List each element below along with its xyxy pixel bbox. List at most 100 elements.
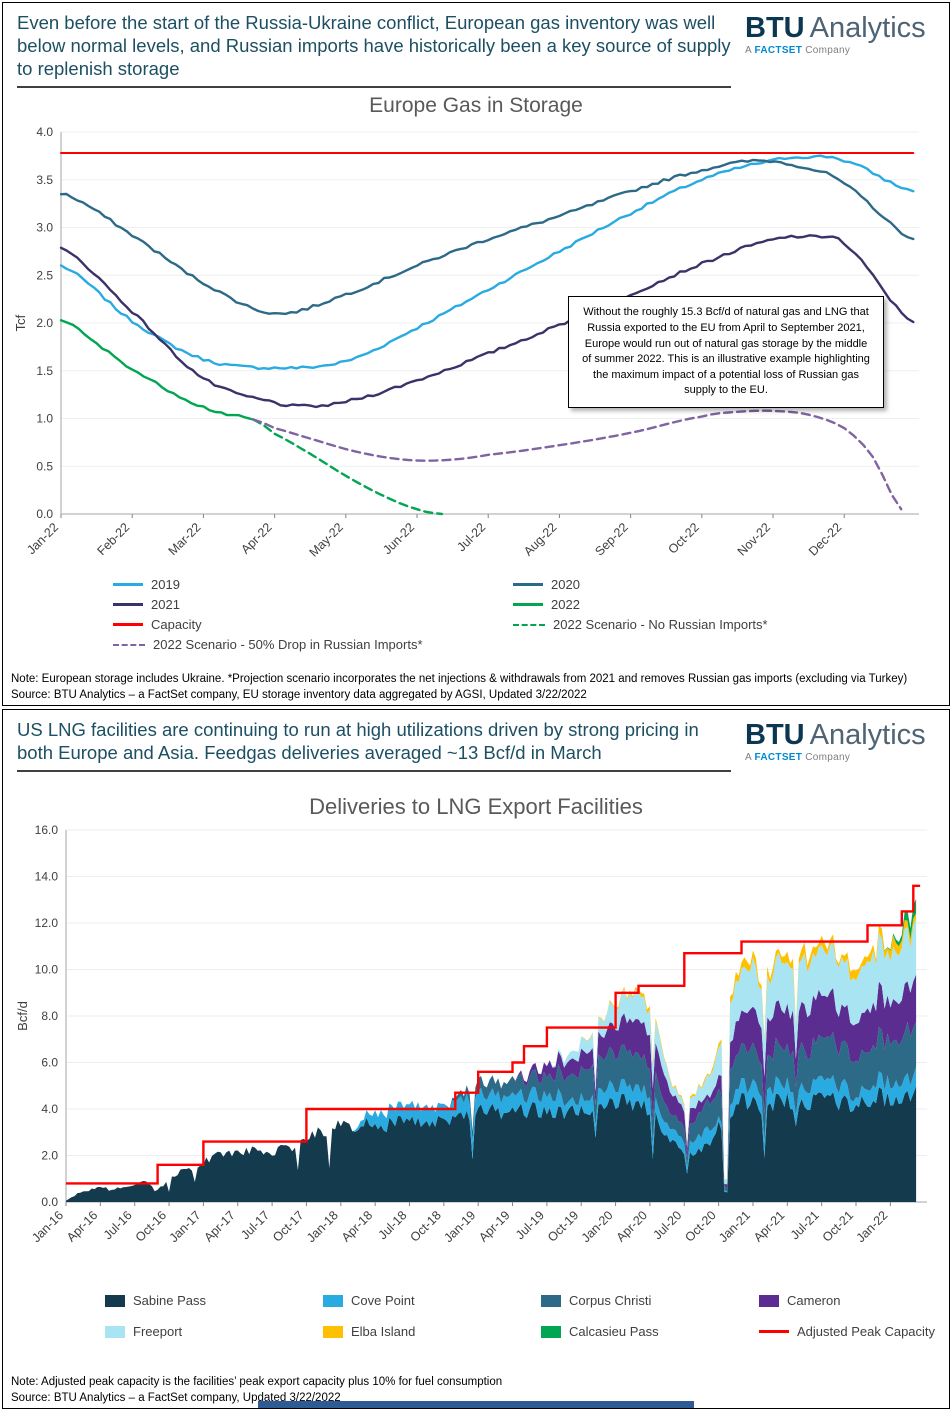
legend-label: Sabine Pass: [133, 1293, 206, 1309]
legend-item: Calcasieu Pass: [541, 1324, 759, 1339]
x-tick-label: Dec-22: [806, 521, 844, 559]
chart1-title: Europe Gas in Storage: [369, 94, 583, 118]
slide2-header: US LNG facilities are continuing to run …: [3, 710, 949, 773]
tagline-a: A: [745, 752, 752, 764]
x-tick-label: Apr-19: [476, 1208, 512, 1244]
chart2-wrap: 0.0 2.0 4.0 6.0 8.0 10.0 12.0 14.0 16.0 Jan-16 Apr…: [11, 822, 941, 1279]
btu-analytics-logo: BTU Analytics A FACTSET Company: [745, 718, 937, 772]
y-tick-label: 2.0: [36, 316, 53, 330]
y-tick-label: 12.0: [35, 916, 59, 930]
x-tick-label: Jul-16: [101, 1208, 135, 1242]
lng-deliveries-chart: 0.02.04.06.08.010.012.014.016.0Jan-16Apr…: [15, 823, 927, 1245]
x-tick-label: Jul-20: [650, 1208, 684, 1242]
y-tick-label: 14.0: [35, 870, 59, 884]
legend-item: 2020: [513, 577, 943, 592]
legend-swatch: [323, 1325, 343, 1338]
legend-label: Capacity: [151, 617, 202, 633]
x-tick-label: Oct-20: [682, 1208, 718, 1244]
legend-item: 2022: [513, 597, 943, 612]
chart2-title: Deliveries to LNG Export Facilities: [309, 794, 643, 820]
x-tick-label: Jun-22: [380, 521, 417, 558]
series-2022 Scenario - No Russian Imports*: [252, 418, 444, 516]
legend-item: Sabine Pass: [105, 1293, 323, 1308]
x-tick-label: Jan-17: [167, 1208, 204, 1245]
legend-swatch: [513, 623, 545, 626]
y-tick-label: 16.0: [35, 823, 59, 837]
legend-label: 2021: [151, 597, 180, 613]
x-tick-label: Nov-22: [735, 521, 773, 559]
y-tick-label: 2.0: [41, 1149, 58, 1163]
y-tick-label: 8.0: [41, 1009, 58, 1023]
x-tick-label: Oct-21: [820, 1208, 856, 1244]
x-tick-label: Apr-18: [339, 1208, 375, 1244]
legend-label: Corpus Christi: [569, 1293, 652, 1309]
area-Freeport: [66, 919, 917, 1202]
legend-item: 2019: [113, 577, 513, 592]
x-tick-label: Oct-22: [666, 521, 702, 557]
factset-company-tagline: A FACTSET Company: [745, 752, 937, 763]
tagline-factset: FACTSET: [754, 752, 803, 764]
legend-item: Capacity: [113, 617, 513, 632]
chart1-annotation: Without the roughly 15.3 Bcf/d of natura…: [568, 296, 884, 409]
y-tick-label: 4.0: [36, 125, 53, 139]
legend-swatch: [513, 603, 543, 607]
legend-label: 2022: [551, 597, 580, 613]
x-tick-label: Oct-17: [270, 1208, 306, 1244]
logo-analytics-text: Analytics: [809, 719, 926, 751]
slide1-header-divider: [17, 86, 731, 89]
legend-swatch: [113, 623, 143, 627]
x-tick-label: Apr-22: [238, 521, 274, 557]
logo-btu-text: BTU: [745, 719, 805, 751]
adjusted-peak-capacity-line: [66, 884, 921, 1185]
logo-btu-text: BTU: [745, 12, 805, 44]
y-tick-label: 4.0: [41, 1102, 58, 1116]
factset-company-tagline: A FACTSET Company: [745, 45, 937, 56]
series-2019: [59, 154, 915, 371]
x-tick-label: Jan-22: [854, 1208, 891, 1245]
tagline-a: A: [745, 45, 752, 57]
tagline-company: Company: [805, 45, 851, 57]
x-tick-label: Jan-18: [304, 1208, 341, 1245]
legend-label: 2020: [551, 577, 580, 593]
legend-label: Cameron: [787, 1293, 841, 1309]
legend-item: Elba Island: [323, 1324, 541, 1339]
legend-label: 2022 Scenario - No Russian Imports*: [553, 617, 768, 633]
y-tick-label: 2.5: [36, 269, 53, 283]
legend-item: 2021: [113, 597, 513, 612]
x-tick-label: Mar-22: [166, 521, 204, 559]
y-tick-label: 0.0: [36, 507, 53, 521]
x-tick-label: Apr-17: [201, 1208, 237, 1244]
y-tick-label: 6.0: [41, 1056, 58, 1070]
y-axis-label: Tcf: [13, 315, 28, 332]
x-tick-label: Oct-19: [545, 1208, 581, 1244]
legend-swatch: [759, 1330, 789, 1334]
legend-item: Adjusted Peak Capacity: [759, 1324, 952, 1339]
legend-swatch: [105, 1325, 125, 1338]
x-tick-label: Apr-16: [64, 1208, 100, 1244]
series-2021: [59, 234, 915, 409]
x-tick-label: Feb-22: [94, 521, 132, 559]
x-tick-label: Apr-20: [614, 1208, 650, 1244]
legend-label: Adjusted Peak Capacity: [797, 1324, 936, 1340]
legend-label: Elba Island: [351, 1324, 416, 1340]
btu-analytics-logo: BTU Analytics A FACTSET Company: [745, 11, 937, 88]
slide1-header-left: Even before the start of the Russia-Ukra…: [17, 11, 745, 89]
europe-gas-storage-chart: 0.0 0.5 1.0 1.5 2.0 2.5 3.0 3.5 4.0 Jan-22 Feb-22 M…: [13, 125, 919, 560]
x-tick-label: Aug-22: [521, 521, 559, 559]
x-tick-label: Jan-21: [716, 1208, 753, 1245]
btu-analytics-wordmark: BTU Analytics: [745, 720, 937, 750]
legend-label: Freeport: [133, 1324, 183, 1340]
slide-footer-bar: [258, 1401, 694, 1408]
slide2-header-divider: [17, 770, 731, 773]
legend-label: 2022 Scenario - 50% Drop in Russian Impo…: [153, 637, 423, 653]
y-tick-label: 0.5: [36, 460, 53, 474]
chart2-note: Note: Adjusted peak capacity is the faci…: [11, 1376, 503, 1389]
x-tick-label: Jul-18: [376, 1208, 410, 1242]
tagline-factset: FACTSET: [754, 45, 803, 57]
legend-swatch: [759, 1294, 779, 1307]
x-tick-label: Jan-22: [24, 521, 61, 558]
area-Sabine Pass: [66, 1086, 917, 1203]
legend-item: Cameron: [759, 1293, 952, 1308]
chart1-wrap: 0.0 0.5 1.0 1.5 2.0 2.5 3.0 3.5 4.0 Jan-22 Feb-22 M…: [11, 120, 941, 577]
slide1-headline: Even before the start of the Russia-Ukra…: [17, 12, 731, 80]
